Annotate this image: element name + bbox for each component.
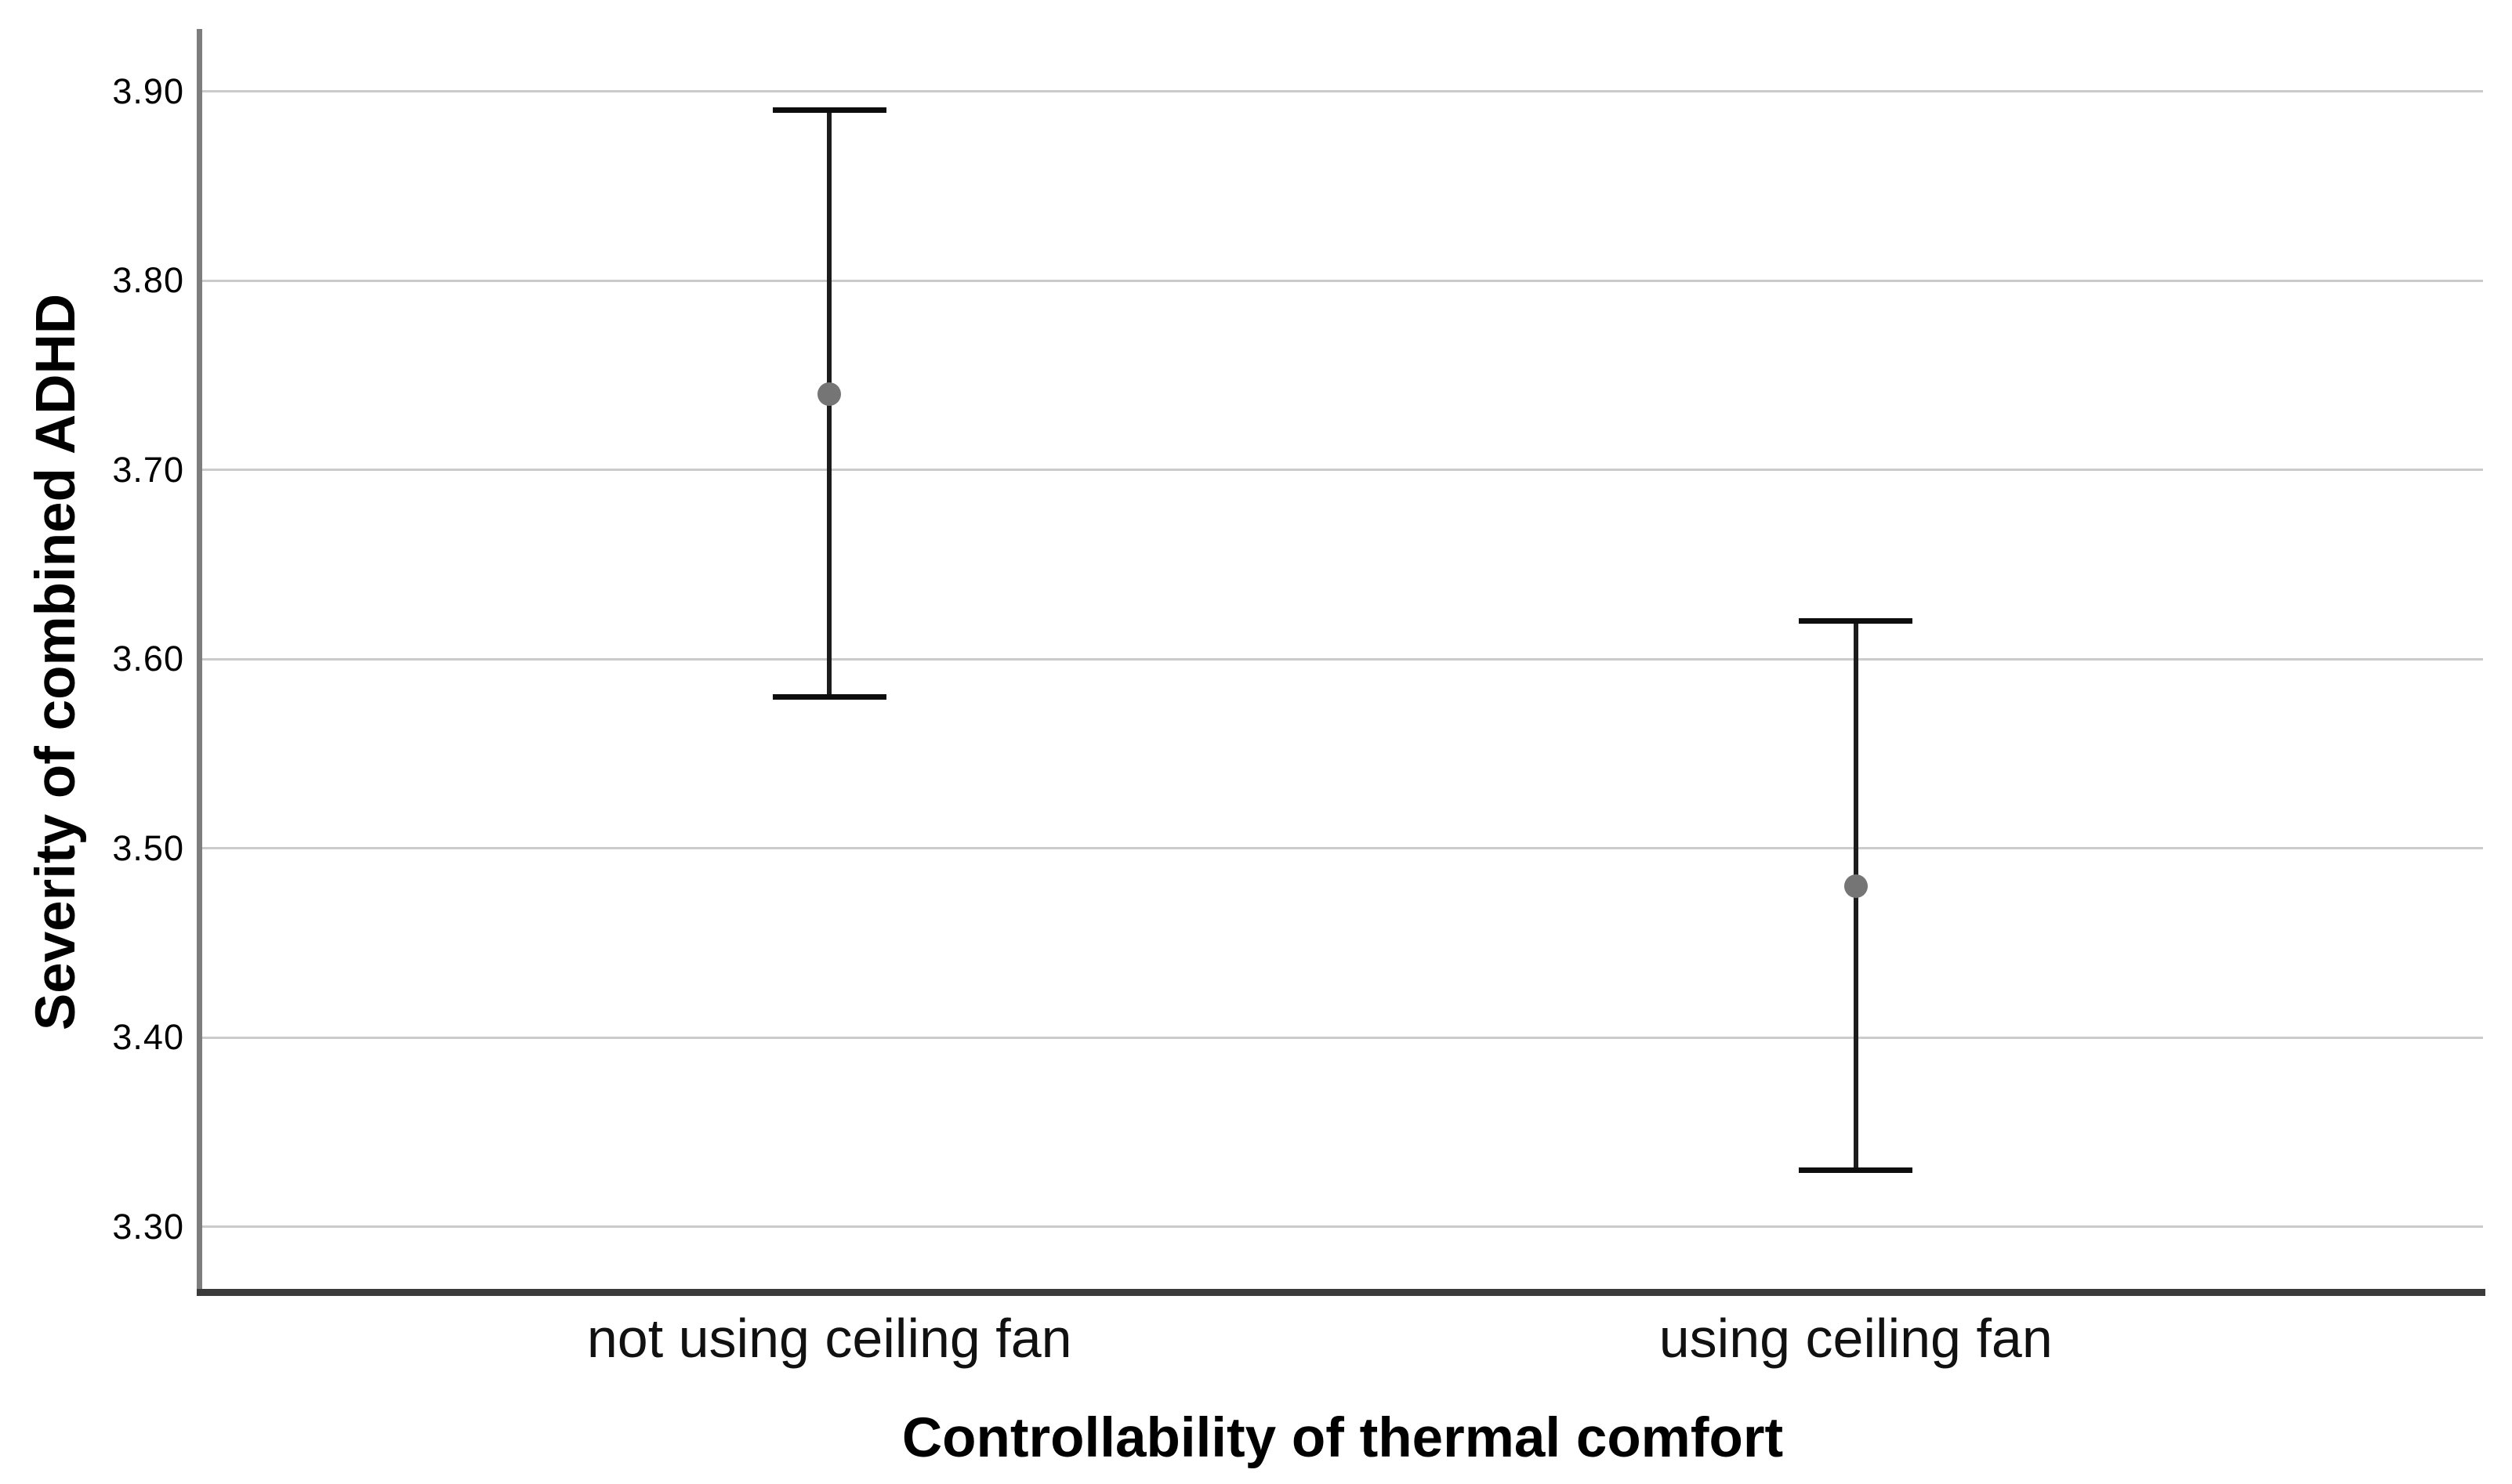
y-axis-title: Severity of combined ADHD	[25, 293, 87, 1031]
y-tick-label: 3.40	[112, 1017, 184, 1057]
y-tick-label: 3.90	[112, 71, 184, 111]
gridline	[202, 469, 2483, 471]
error-bar-cap-top	[1799, 618, 1913, 624]
category-label: not using ceiling fan	[586, 1308, 1072, 1369]
gridline	[202, 657, 2483, 661]
gridline	[202, 90, 2483, 92]
y-tick-label: 3.80	[112, 260, 184, 300]
x-axis-title: Controllability of thermal comfort	[901, 1407, 1784, 1469]
y-tick-label: 3.30	[112, 1206, 184, 1247]
mean-marker	[1843, 874, 1868, 898]
error-bar-cap-top	[772, 107, 886, 114]
x-axis-line	[197, 1289, 2485, 1296]
y-tick-label: 3.50	[112, 827, 184, 868]
y-tick-label: 3.60	[112, 639, 184, 679]
gridline	[202, 1036, 2483, 1039]
category-label: using ceiling fan	[1658, 1308, 2053, 1369]
y-tick-label: 3.70	[112, 449, 184, 490]
gridline	[202, 1225, 2483, 1228]
mean-marker	[817, 382, 842, 406]
error-bar-cap-bottom	[1799, 1167, 1913, 1173]
gridline	[202, 279, 2483, 282]
error-bar-cap-bottom	[772, 693, 886, 700]
gridline	[202, 847, 2483, 849]
y-axis-line	[197, 29, 202, 1296]
